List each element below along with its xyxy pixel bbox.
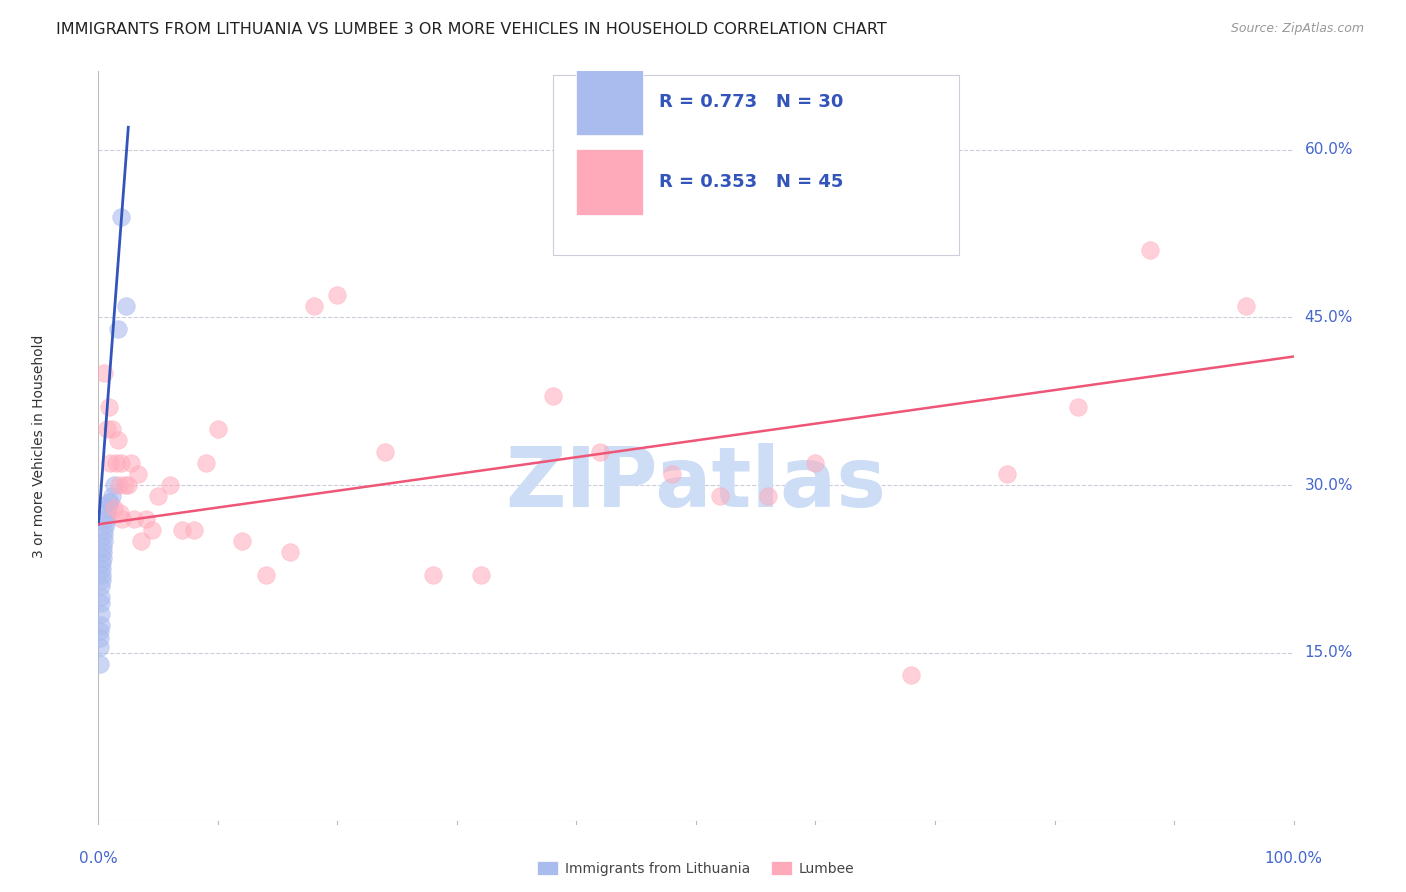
- Point: [756, 489, 779, 503]
- Point: [326, 288, 349, 302]
- Text: R = 0.353   N = 45: R = 0.353 N = 45: [659, 173, 844, 191]
- Point: [117, 478, 139, 492]
- Point: [93, 528, 115, 542]
- Point: [195, 456, 218, 470]
- Point: [1139, 244, 1161, 258]
- Point: [148, 489, 170, 503]
- Text: Source: ZipAtlas.com: Source: ZipAtlas.com: [1230, 22, 1364, 36]
- Text: 100.0%: 100.0%: [1264, 851, 1323, 866]
- Point: [100, 422, 122, 436]
- Point: [254, 567, 277, 582]
- Point: [91, 562, 114, 576]
- Point: [1067, 400, 1090, 414]
- Point: [135, 511, 157, 525]
- Point: [110, 456, 132, 470]
- Point: [90, 618, 112, 632]
- Point: [89, 657, 111, 671]
- Point: [422, 567, 444, 582]
- Point: [89, 640, 111, 655]
- Point: [103, 478, 125, 492]
- Text: ZIPatlas: ZIPatlas: [506, 443, 886, 524]
- Point: [541, 389, 564, 403]
- Point: [107, 434, 129, 448]
- Point: [96, 506, 118, 520]
- Point: [172, 523, 194, 537]
- Point: [107, 321, 129, 335]
- Point: [124, 511, 146, 525]
- Point: [91, 545, 114, 559]
- Point: [995, 467, 1018, 481]
- Point: [93, 523, 115, 537]
- Point: [98, 400, 121, 414]
- Point: [900, 668, 922, 682]
- Point: [1234, 299, 1257, 313]
- Text: 0.0%: 0.0%: [79, 851, 118, 866]
- Point: [115, 299, 138, 313]
- Legend: Immigrants from Lithuania, Lumbee: Immigrants from Lithuania, Lumbee: [531, 855, 860, 881]
- Point: [107, 478, 129, 492]
- Point: [94, 511, 117, 525]
- Point: [89, 632, 111, 646]
- Text: 60.0%: 60.0%: [1305, 142, 1353, 157]
- Point: [90, 590, 112, 604]
- Point: [470, 567, 492, 582]
- Text: R = 0.773   N = 30: R = 0.773 N = 30: [659, 93, 844, 111]
- Point: [103, 500, 125, 515]
- Point: [89, 624, 111, 638]
- Text: 15.0%: 15.0%: [1305, 646, 1353, 660]
- Point: [110, 210, 132, 224]
- Point: [278, 545, 301, 559]
- Point: [231, 534, 253, 549]
- Point: [114, 478, 136, 492]
- Point: [98, 495, 122, 509]
- Text: IMMIGRANTS FROM LITHUANIA VS LUMBEE 3 OR MORE VEHICLES IN HOUSEHOLD CORRELATION : IMMIGRANTS FROM LITHUANIA VS LUMBEE 3 OR…: [56, 22, 887, 37]
- Point: [90, 579, 112, 593]
- Point: [804, 456, 827, 470]
- Point: [98, 495, 121, 509]
- Point: [183, 523, 205, 537]
- Point: [120, 456, 142, 470]
- Point: [100, 489, 122, 503]
- Point: [661, 467, 683, 481]
- Point: [93, 367, 115, 381]
- Point: [159, 478, 181, 492]
- Point: [302, 299, 325, 313]
- Point: [91, 573, 114, 587]
- Point: [97, 500, 120, 515]
- Point: [105, 456, 128, 470]
- Point: [589, 444, 612, 458]
- Text: 3 or more Vehicles in Household: 3 or more Vehicles in Household: [32, 334, 45, 558]
- Point: [91, 540, 114, 554]
- Point: [374, 444, 396, 458]
- Point: [94, 517, 117, 532]
- Point: [90, 596, 112, 610]
- Point: [91, 550, 114, 565]
- Point: [91, 567, 114, 582]
- FancyBboxPatch shape: [553, 75, 959, 255]
- Point: [127, 467, 149, 481]
- Point: [131, 534, 153, 549]
- Text: 45.0%: 45.0%: [1305, 310, 1353, 325]
- FancyBboxPatch shape: [576, 69, 644, 135]
- Point: [98, 456, 122, 470]
- Point: [111, 511, 134, 525]
- Point: [709, 489, 731, 503]
- Point: [91, 557, 114, 571]
- FancyBboxPatch shape: [576, 149, 644, 215]
- Point: [90, 607, 112, 621]
- Point: [96, 422, 118, 436]
- Point: [207, 422, 229, 436]
- Point: [141, 523, 163, 537]
- Point: [93, 534, 115, 549]
- Point: [108, 506, 131, 520]
- Text: 30.0%: 30.0%: [1305, 477, 1353, 492]
